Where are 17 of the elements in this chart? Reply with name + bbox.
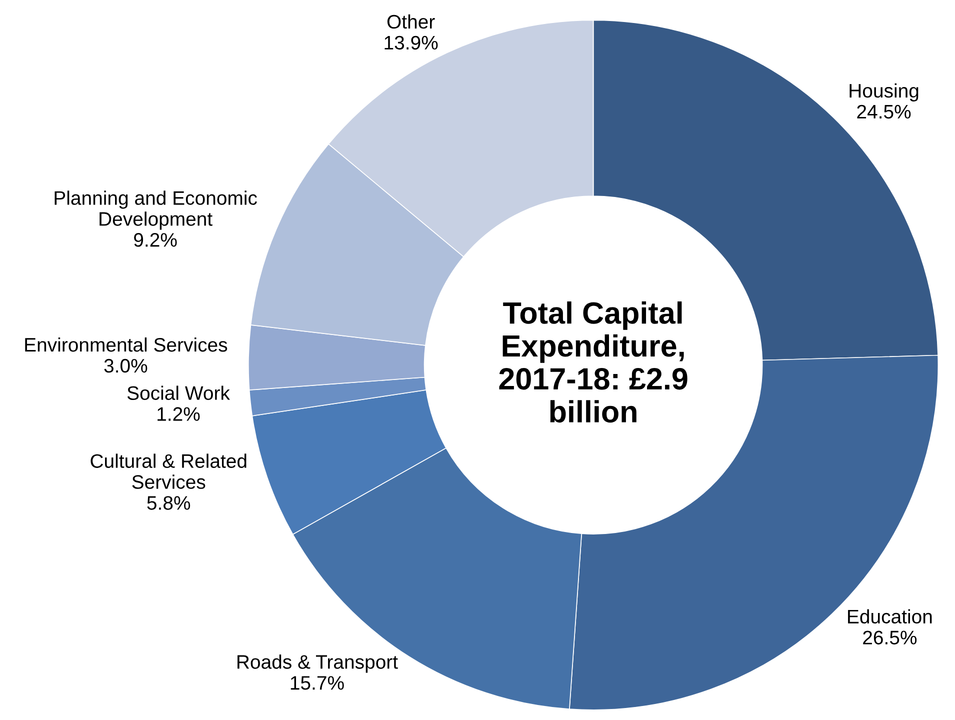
slice-label: Roads & Transport — [238, 654, 398, 673]
slice-label: Cultural & Related Services — [90, 454, 246, 489]
data-label: 13.9% — [384, 36, 438, 50]
slice-label: Education — [848, 609, 932, 624]
data-label: 5.8% — [147, 496, 190, 510]
slice-label: Other — [387, 14, 435, 29]
data-label: 3.0% — [104, 358, 148, 373]
slice-label: Environmental Services — [25, 337, 228, 352]
data-label: 26.5% — [863, 630, 917, 644]
slice-label: Housing — [850, 83, 918, 102]
text: Total Capital Expenditure, 2017-18: £2.9 billion — [499, 301, 688, 423]
data-label: 15.7% — [290, 676, 344, 690]
slice-label: Social Work — [127, 386, 230, 400]
data-label: 1.2% — [158, 407, 200, 421]
data-label: 24.5% — [857, 104, 911, 119]
slice-label: Planning and Economic Development — [54, 190, 257, 230]
data-label: 9.2% — [134, 233, 177, 247]
